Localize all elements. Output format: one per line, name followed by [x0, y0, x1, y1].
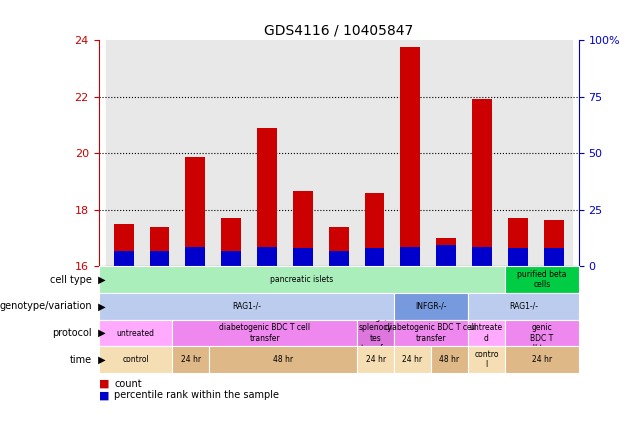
Text: purified beta
cells: purified beta cells — [517, 270, 567, 289]
Bar — [172, 320, 357, 346]
Bar — [394, 346, 431, 373]
Bar — [468, 346, 505, 373]
Bar — [536, 40, 572, 266]
Bar — [394, 320, 468, 346]
Text: ▶: ▶ — [95, 355, 106, 365]
Bar — [177, 40, 213, 266]
Bar — [249, 40, 285, 266]
Bar — [428, 40, 464, 266]
Bar — [257, 246, 277, 266]
Text: 24 hr: 24 hr — [366, 355, 385, 364]
Text: count: count — [114, 379, 142, 389]
Text: 48 hr: 48 hr — [439, 355, 460, 364]
Bar — [401, 246, 420, 266]
Bar — [392, 40, 428, 266]
Bar — [401, 47, 420, 266]
Bar — [436, 245, 456, 266]
Bar — [114, 224, 134, 266]
Bar — [329, 227, 349, 266]
Bar — [99, 320, 172, 346]
Bar — [544, 248, 563, 266]
Bar — [293, 191, 313, 266]
Bar — [186, 246, 205, 266]
Bar — [257, 128, 277, 266]
Text: untreated: untreated — [116, 329, 155, 337]
Bar — [505, 266, 579, 293]
Bar — [285, 40, 321, 266]
Bar — [99, 266, 505, 293]
Text: 24 hr: 24 hr — [532, 355, 552, 364]
Text: B6.g7/
splenocy
tes
transfer: B6.g7/ splenocy tes transfer — [359, 313, 392, 353]
Bar — [508, 248, 528, 266]
Text: time: time — [70, 355, 92, 365]
Bar — [106, 40, 142, 266]
Text: contro
l: contro l — [474, 350, 499, 369]
Bar — [357, 40, 392, 266]
Bar — [293, 248, 313, 266]
Bar — [221, 251, 241, 266]
Bar — [468, 320, 505, 346]
Bar — [472, 246, 492, 266]
Bar — [544, 220, 563, 266]
Bar — [321, 40, 357, 266]
Bar — [99, 346, 172, 373]
Bar — [99, 293, 394, 320]
Bar — [431, 346, 468, 373]
Text: cell type: cell type — [50, 275, 92, 285]
Bar — [464, 40, 500, 266]
Text: untreate
d: untreate d — [470, 323, 503, 343]
Title: GDS4116 / 10405847: GDS4116 / 10405847 — [264, 24, 413, 37]
Bar — [186, 158, 205, 266]
Text: pancreatic islets: pancreatic islets — [270, 275, 333, 284]
Bar — [357, 320, 394, 346]
Text: genotype/variation: genotype/variation — [0, 301, 92, 311]
Bar — [364, 193, 384, 266]
Bar — [364, 248, 384, 266]
Text: RAG1-/-: RAG1-/- — [232, 302, 261, 311]
Bar — [436, 238, 456, 266]
Text: diabetogenic BDC T cell
transfer: diabetogenic BDC T cell transfer — [219, 323, 310, 343]
Bar — [505, 320, 579, 346]
Bar — [472, 99, 492, 266]
Bar — [508, 218, 528, 266]
Bar — [329, 251, 349, 266]
Text: diabeto
genic
BDC T
cell trans: diabeto genic BDC T cell trans — [524, 313, 560, 353]
Bar — [172, 346, 209, 373]
Bar — [149, 251, 169, 266]
Bar — [213, 40, 249, 266]
Bar — [500, 40, 536, 266]
Text: 24 hr: 24 hr — [403, 355, 422, 364]
Text: ■: ■ — [99, 390, 109, 400]
Text: RAG1-/-: RAG1-/- — [509, 302, 538, 311]
Text: ▶: ▶ — [95, 275, 106, 285]
Text: INFGR-/-: INFGR-/- — [415, 302, 446, 311]
Bar — [468, 293, 579, 320]
Text: protocol: protocol — [53, 328, 92, 338]
Text: 24 hr: 24 hr — [181, 355, 201, 364]
Bar — [114, 251, 134, 266]
Text: percentile rank within the sample: percentile rank within the sample — [114, 390, 279, 400]
Bar — [357, 346, 394, 373]
Bar — [142, 40, 177, 266]
Text: ▶: ▶ — [95, 328, 106, 338]
Text: ▶: ▶ — [95, 301, 106, 311]
Bar — [221, 218, 241, 266]
Bar — [149, 227, 169, 266]
Text: control: control — [122, 355, 149, 364]
Bar — [394, 293, 468, 320]
Text: diabetogenic BDC T cell
transfer: diabetogenic BDC T cell transfer — [385, 323, 476, 343]
Text: 48 hr: 48 hr — [273, 355, 293, 364]
Bar — [209, 346, 357, 373]
Bar — [505, 346, 579, 373]
Text: ■: ■ — [99, 379, 109, 389]
